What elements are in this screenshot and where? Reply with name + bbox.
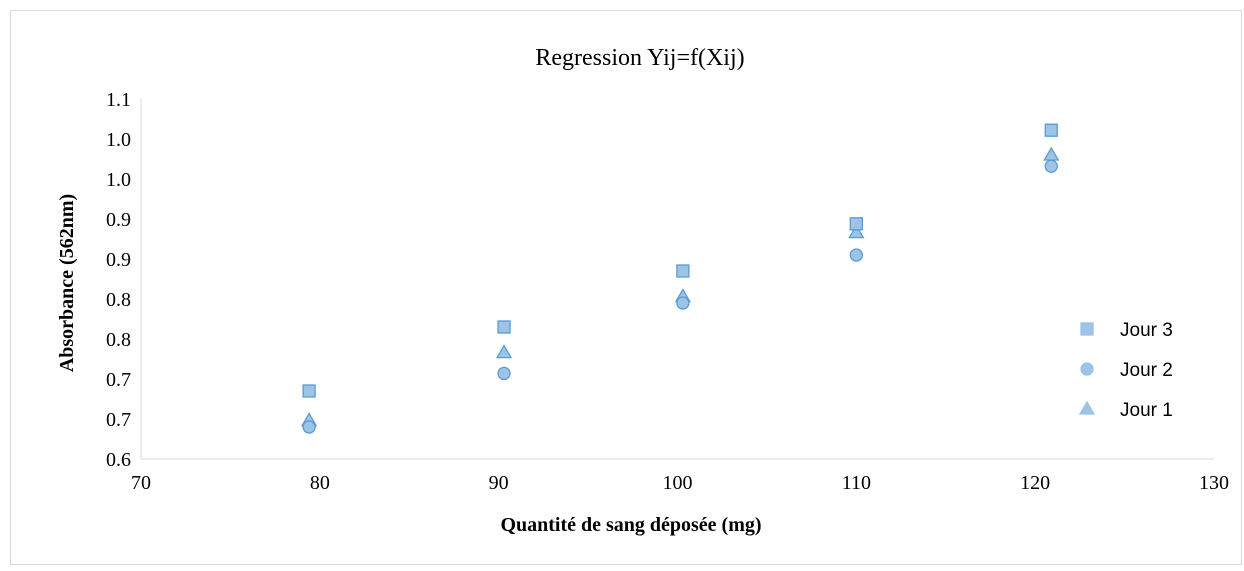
scatter-chart: Regression Yij=f(Xij) Absorbance (562nm)… [56,45,1229,536]
point-jour-2 [849,248,863,262]
x-tick-label: 100 [663,472,693,494]
chart-frame: Regression Yij=f(Xij) Absorbance (562nm)… [10,10,1242,565]
y-tick-label: 0.9 [106,209,131,231]
point-jour-3 [1044,123,1058,137]
x-tick-label: 130 [1199,472,1229,494]
x-tick-label: 70 [131,472,151,494]
y-tick-label: 1.0 [106,169,131,191]
y-tick-label: 1.1 [106,89,131,111]
point-jour-1 [1043,146,1060,161]
y-tick-label: 0.9 [106,249,131,271]
legend-marker-jour-3 [1080,322,1094,336]
x-tick-label: 110 [842,472,871,494]
point-jour-2 [1044,159,1058,173]
chart-title: Regression Yij=f(Xij) [535,45,744,71]
legend: Jour 3 Jour 2 Jour 1 [1078,320,1173,421]
x-tick-label: 90 [489,472,509,494]
x-axis-title: Quantité de sang déposée (mg) [500,514,761,536]
legend-label-jour-1: Jour 1 [1120,400,1173,421]
legend-label-jour-2: Jour 2 [1120,360,1173,381]
point-jour-3 [676,264,690,278]
point-jour-2 [302,420,316,434]
y-axis-title: Absorbance (562nm) [56,194,78,372]
x-tick-label: 80 [310,472,330,494]
y-tick-label: 0.7 [106,409,131,431]
y-tick-label: 1.0 [106,129,131,151]
y-tick-labels: 0.6 0.7 0.7 0.8 0.8 0.9 0.9 1.0 1.0 1.1 [106,89,131,471]
axes [140,99,1214,460]
y-tick-label: 0.6 [106,449,131,471]
legend-marker-jour-2 [1080,362,1094,376]
data-points [300,123,1060,434]
point-jour-3 [302,384,316,398]
point-jour-2 [497,366,511,381]
legend-marker-jour-1 [1078,400,1096,415]
point-jour-3 [497,320,511,334]
point-jour-2 [676,296,690,310]
y-tick-label: 0.7 [106,369,131,391]
point-jour-3 [849,217,863,231]
y-tick-label: 0.8 [106,289,131,311]
point-jour-1 [495,344,513,359]
legend-label-jour-3: Jour 3 [1120,320,1173,341]
x-tick-label: 120 [1020,472,1050,494]
point-jour-1 [848,224,865,239]
x-tick-labels: 70 80 90 100 110 120 130 [131,472,1229,494]
y-tick-label: 0.8 [106,329,131,351]
